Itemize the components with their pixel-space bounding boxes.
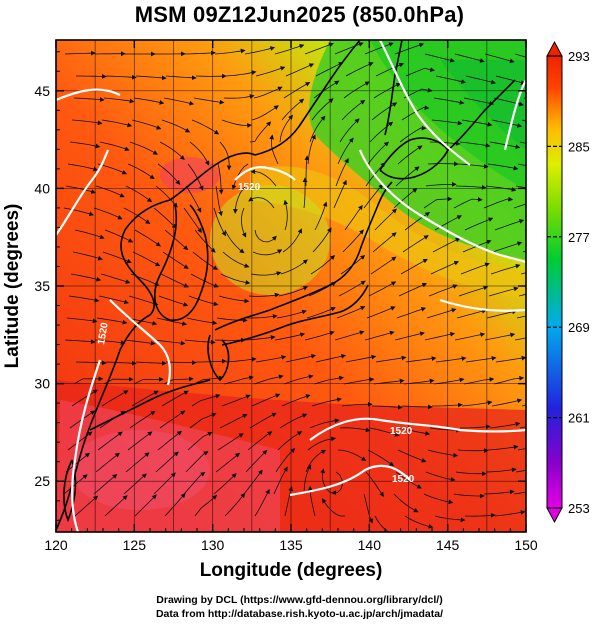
colorbar-tick-label: 293 xyxy=(568,49,590,64)
x-tick-label: 150 xyxy=(514,537,538,553)
x-tick-label: 125 xyxy=(123,537,147,553)
contour-label: 1520 xyxy=(392,474,415,485)
contour-label: 1520 xyxy=(390,426,413,437)
y-tick-label: 45 xyxy=(34,83,50,99)
colorbar: 293 285 277 269 261 253 xyxy=(547,42,590,522)
x-tick-label: 145 xyxy=(436,537,460,553)
y-axis-label: Latitude (degrees) xyxy=(2,204,23,369)
x-tick-label: 120 xyxy=(44,537,68,553)
contour-label: 1520 xyxy=(238,182,261,193)
colorbar-tick-label: 277 xyxy=(568,230,590,245)
map-title: MSM 09Z12Jun2025 (850.0hPa) xyxy=(0,2,599,28)
colorbar-lower-arrow xyxy=(547,508,562,522)
x-tick-label: 130 xyxy=(201,537,225,553)
colorbar-tick-label: 285 xyxy=(568,139,590,154)
colorbar-tick-label: 253 xyxy=(568,501,590,516)
colorbar-upper-arrow xyxy=(547,42,562,56)
y-tick-label: 30 xyxy=(34,376,50,392)
colorbar-tick-label: 261 xyxy=(568,411,590,426)
y-tick-label: 40 xyxy=(34,180,50,196)
x-axis-label: Longitude (degrees) xyxy=(200,560,383,581)
y-tick-label: 35 xyxy=(34,278,50,294)
colorbar-tick-label: 269 xyxy=(568,320,590,335)
x-tick-label: 140 xyxy=(358,537,382,553)
x-tick-label: 135 xyxy=(279,537,303,553)
credit-drawing: Drawing by DCL (https://www.gfd-dennou.o… xyxy=(0,594,599,606)
colorbar-ramp xyxy=(547,56,562,508)
y-tick-label: 25 xyxy=(34,473,50,489)
credit-data: Data from http://database.rish.kyoto-u.a… xyxy=(0,608,599,620)
